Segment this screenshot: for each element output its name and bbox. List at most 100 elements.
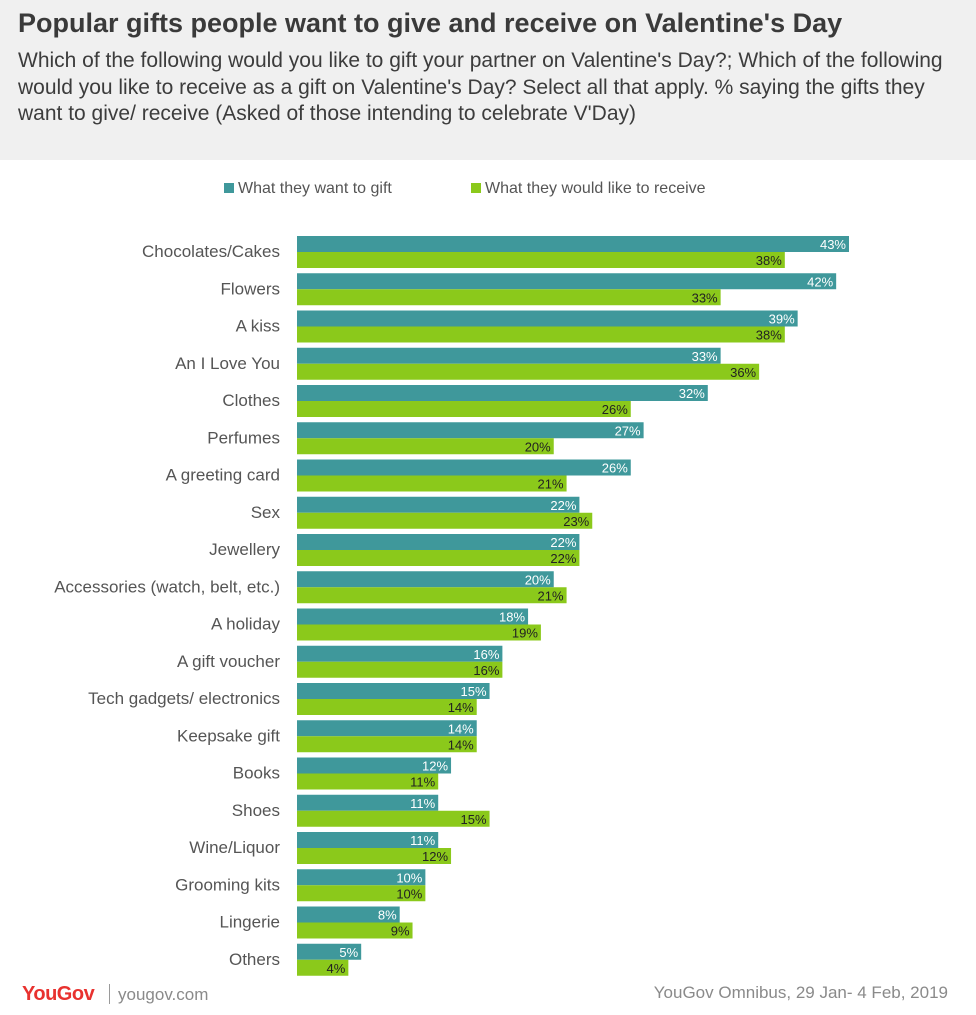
category-label-a-greeting-card: A greeting card — [166, 466, 280, 485]
bar-gift-books — [297, 757, 452, 774]
bar-receive-a-gift-voucher — [297, 661, 503, 678]
legend-label-receive: What they would like to receive — [485, 180, 706, 197]
value-label-receive-books: 11% — [410, 775, 435, 790]
legend-item-receive: What they would like to receive — [471, 180, 706, 198]
category-label-shoes: Shoes — [232, 801, 280, 820]
bar-receive-books — [297, 773, 439, 790]
value-label-gift-a-greeting-card: 26% — [602, 461, 628, 476]
value-label-gift-flowers: 42% — [807, 274, 833, 289]
bar-receive-an-i-love-you — [297, 363, 760, 380]
legend-item-gift: What they want to gift — [224, 180, 392, 198]
bar-receive-a-kiss — [297, 326, 785, 343]
bar-receive-others — [297, 959, 349, 976]
value-label-receive-clothes: 26% — [602, 402, 628, 417]
value-label-receive-keepsake-gift: 14% — [448, 737, 474, 752]
value-label-gift-accessories-watch-belt-etc: 20% — [525, 572, 551, 587]
category-label-tech-gadgets-electronics: Tech gadgets/ electronics — [88, 689, 280, 708]
category-label-chocolates-cakes: Chocolates/Cakes — [142, 242, 280, 261]
legend-label-gift: What they want to gift — [238, 180, 392, 197]
value-label-gift-a-kiss: 39% — [769, 312, 795, 327]
bar-gift-clothes — [297, 385, 708, 401]
bar-gift-flowers — [297, 273, 837, 290]
bar-gift-an-i-love-you — [297, 347, 721, 364]
yougov-logo: YouGov — [22, 983, 95, 1005]
bar-gift-a-holiday — [297, 608, 529, 625]
bar-receive-wine-liquor — [297, 848, 452, 864]
bar-gift-keepsake-gift — [297, 720, 477, 737]
bar-gift-lingerie — [297, 906, 400, 923]
value-label-receive-lingerie: 9% — [391, 924, 410, 939]
bar-gift-grooming-kits — [297, 869, 426, 886]
value-label-gift-a-gift-voucher: 16% — [473, 647, 499, 662]
bar-receive-perfumes — [297, 438, 554, 455]
bar-receive-accessories-watch-belt-etc — [297, 587, 567, 604]
bar-gift-wine-liquor — [297, 832, 439, 848]
value-label-receive-perfumes: 20% — [525, 439, 551, 454]
bar-gift-a-greeting-card — [297, 459, 631, 476]
value-label-gift-lingerie: 8% — [378, 908, 397, 923]
category-label-wine-liquor: Wine/Liquor — [189, 838, 280, 857]
value-label-receive-an-i-love-you: 36% — [730, 365, 756, 380]
category-label-jewellery: Jewellery — [209, 540, 280, 559]
bar-gift-tech-gadgets-electronics — [297, 683, 490, 699]
category-label-a-gift-voucher: A gift voucher — [177, 652, 280, 671]
footer-url[interactable]: yougov.com — [118, 985, 209, 1004]
value-label-receive-chocolates-cakes: 38% — [756, 253, 782, 268]
value-label-gift-a-holiday: 18% — [499, 610, 525, 625]
bar-gift-jewellery — [297, 534, 580, 550]
bar-receive-grooming-kits — [297, 885, 426, 902]
value-label-gift-shoes: 11% — [410, 796, 435, 811]
value-label-receive-others: 4% — [327, 961, 346, 976]
bar-receive-keepsake-gift — [297, 736, 477, 753]
category-label-others: Others — [229, 950, 280, 969]
legend: What they want to gift What they would l… — [0, 180, 976, 204]
footer-divider — [109, 984, 110, 1004]
category-label-a-kiss: A kiss — [236, 317, 280, 336]
value-label-gift-an-i-love-you: 33% — [692, 349, 718, 364]
value-label-receive-a-holiday: 19% — [512, 626, 538, 641]
value-label-gift-books: 12% — [422, 759, 448, 774]
category-label-perfumes: Perfumes — [207, 428, 280, 447]
chart-subtitle: Which of the following would you like to… — [18, 49, 943, 125]
bar-receive-jewellery — [297, 550, 580, 566]
bar-gift-a-gift-voucher — [297, 645, 503, 662]
value-label-gift-jewellery: 22% — [550, 535, 576, 550]
header: Popular gifts people want to give and re… — [0, 0, 976, 160]
value-label-receive-wine-liquor: 12% — [422, 849, 448, 864]
value-label-gift-others: 5% — [339, 945, 358, 960]
value-label-gift-clothes: 32% — [679, 386, 705, 401]
value-label-gift-grooming-kits: 10% — [396, 870, 422, 885]
value-label-receive-tech-gadgets-electronics: 14% — [448, 700, 474, 715]
category-label-a-holiday: A holiday — [211, 615, 280, 634]
value-label-receive-sex: 23% — [563, 514, 589, 529]
bar-gift-accessories-watch-belt-etc — [297, 571, 554, 588]
category-label-flowers: Flowers — [220, 279, 280, 298]
bar-gift-others — [297, 943, 362, 960]
bar-receive-a-greeting-card — [297, 475, 567, 492]
value-label-gift-chocolates-cakes: 43% — [820, 237, 846, 252]
bar-receive-a-holiday — [297, 624, 541, 641]
category-label-lingerie: Lingerie — [220, 913, 281, 932]
value-label-gift-keepsake-gift: 14% — [448, 721, 474, 736]
bar-receive-shoes — [297, 810, 490, 827]
bar-gift-a-kiss — [297, 310, 798, 327]
legend-swatch-gift — [224, 183, 234, 193]
value-label-gift-tech-gadgets-electronics: 15% — [461, 684, 487, 699]
bar-gift-perfumes — [297, 422, 644, 439]
bar-receive-clothes — [297, 401, 631, 417]
value-label-receive-accessories-watch-belt-etc: 21% — [538, 588, 564, 603]
value-label-receive-jewellery: 22% — [550, 551, 576, 566]
category-label-accessories-watch-belt-etc: Accessories (watch, belt, etc.) — [54, 577, 280, 596]
value-label-receive-a-greeting-card: 21% — [538, 477, 564, 492]
bar-receive-chocolates-cakes — [297, 252, 785, 268]
category-label-sex: Sex — [251, 503, 281, 522]
category-label-books: Books — [233, 764, 280, 783]
value-label-receive-a-gift-voucher: 16% — [473, 663, 499, 678]
value-label-receive-flowers: 33% — [692, 290, 718, 305]
bar-receive-flowers — [297, 289, 721, 306]
value-label-gift-wine-liquor: 11% — [410, 833, 435, 848]
bar-gift-sex — [297, 496, 580, 513]
bar-gift-shoes — [297, 794, 439, 811]
footer-source: YouGov Omnibus, 29 Jan- 4 Feb, 2019 — [653, 983, 948, 1002]
value-label-gift-perfumes: 27% — [615, 423, 641, 438]
